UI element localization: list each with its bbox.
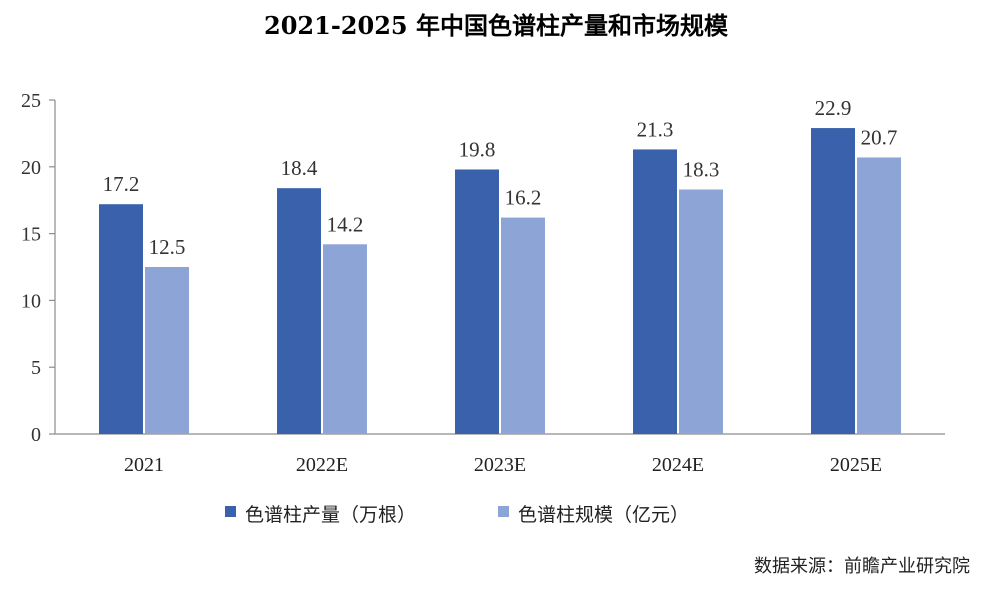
x-tick-label: 2025E: [830, 454, 882, 476]
y-tick-label: 20: [21, 157, 41, 179]
bar-market-size: [501, 217, 545, 434]
y-tick-label: 15: [21, 224, 41, 246]
bars: [99, 128, 901, 435]
bar-production: [811, 128, 855, 434]
y-tick-label: 25: [21, 90, 41, 112]
bar-production: [633, 149, 677, 434]
source-note: 数据来源：前瞻产业研究院: [754, 556, 970, 577]
legend-swatch: [498, 506, 509, 517]
data-label: 21.3: [637, 117, 674, 141]
bar-market-size: [323, 244, 367, 434]
data-label: 17.2: [103, 172, 140, 196]
y-tick-label: 5: [31, 357, 41, 379]
legend-swatch: [225, 506, 236, 517]
legend-label: 色谱柱产量（万根）: [245, 504, 416, 526]
data-label: 19.8: [459, 137, 496, 161]
bar-production: [455, 169, 499, 435]
data-label: 22.9: [815, 96, 852, 120]
legend-label: 色谱柱规模（亿元）: [518, 504, 689, 526]
x-tick-label: 2022E: [296, 454, 348, 476]
data-label: 18.3: [683, 158, 720, 182]
data-label: 18.4: [281, 156, 318, 180]
x-tick-label: 2021: [124, 454, 164, 476]
legend: 色谱柱产量（万根） 色谱柱规模（亿元）: [225, 504, 689, 526]
bar-market-size: [679, 189, 723, 434]
data-label: 16.2: [505, 186, 542, 210]
y-tick-label: 0: [31, 424, 41, 446]
data-labels: 17.2 12.5 18.4 14.2 19.8 16.2 21.3 18.3 22.9 20.7: [103, 96, 898, 259]
bar-market-size: [145, 267, 189, 434]
data-label: 12.5: [149, 235, 186, 259]
bar-production: [277, 188, 321, 434]
y-axis: 0 5 10 15 20 25: [21, 90, 56, 446]
x-axis: 2021 2022E 2023E 2024E 2025E: [55, 433, 945, 476]
chart-title: 2021-2025 年中国色谱柱产量和市场规模: [264, 11, 729, 40]
bar-production: [99, 204, 143, 434]
x-tick-label: 2024E: [652, 454, 704, 476]
bar-market-size: [857, 157, 901, 434]
y-tick-label: 10: [21, 290, 41, 312]
data-label: 20.7: [861, 125, 898, 149]
data-label: 14.2: [327, 212, 364, 236]
x-tick-label: 2023E: [474, 454, 526, 476]
